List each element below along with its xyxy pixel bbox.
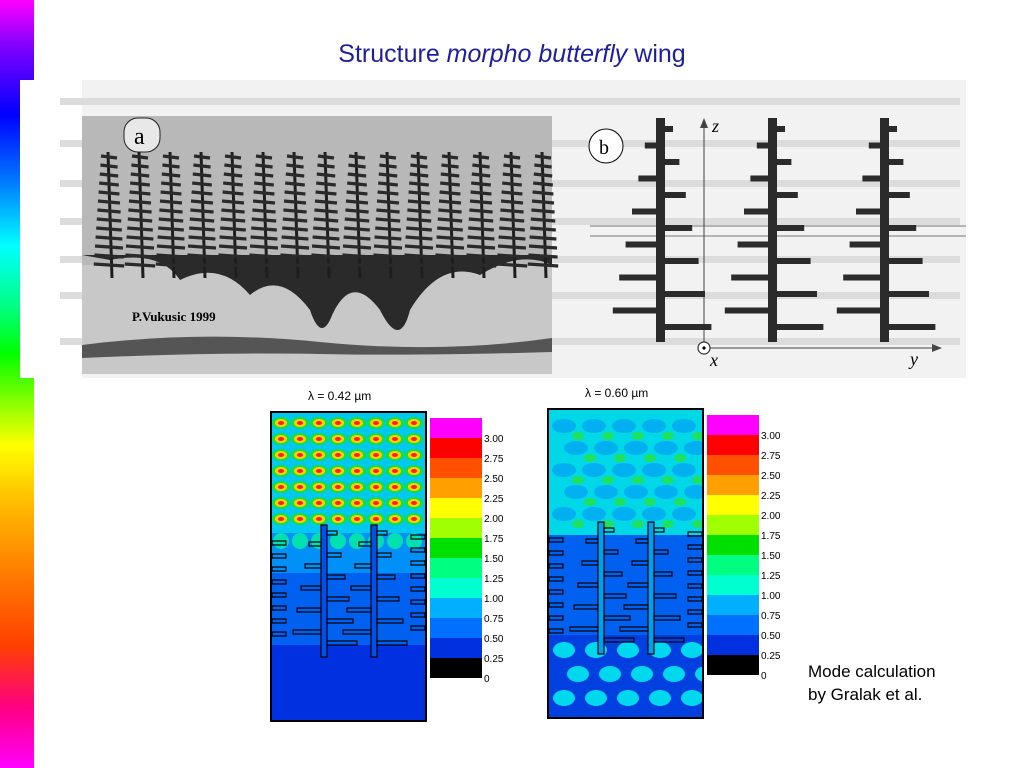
colorbar-tick: 0.25 (484, 654, 504, 665)
colorbar-tick: 0.75 (761, 611, 781, 622)
slide-title: Structure morpho butterfly wing (0, 40, 1024, 69)
colorbar-tick: 1.25 (484, 574, 504, 585)
colorbar-tick: 2.75 (484, 454, 504, 465)
colorbar-tick: 2.00 (761, 511, 781, 522)
colorbar-swatch (430, 438, 482, 458)
ridge-group (93, 151, 559, 279)
panel-a-label: a (134, 124, 145, 150)
tree-group (612, 118, 936, 342)
colorbar-swatch (707, 495, 759, 515)
colorbar-swatch (707, 455, 759, 475)
lambda-label-1: λ = 0.42 µm (308, 389, 372, 403)
colorbar-tick: 1.50 (761, 551, 781, 562)
panel-b-label: b (599, 137, 609, 159)
colorbar-swatch (430, 638, 482, 658)
colorbar-swatch (707, 435, 759, 455)
field-map-1 (270, 411, 427, 722)
colorbar-swatch (707, 475, 759, 495)
colorbar-tick: 0.50 (761, 631, 781, 642)
structure-outline (619, 521, 685, 655)
ridge (403, 151, 435, 279)
colorbar-tick: 1.75 (484, 534, 504, 545)
axis-z-label: z (711, 116, 719, 136)
colorbar-swatch (430, 578, 482, 598)
colorbar-swatch (707, 595, 759, 615)
ridge (527, 151, 559, 279)
colorbar-swatch (707, 535, 759, 555)
colorbar-swatch (707, 615, 759, 635)
wing-structure-figure: a P.Vukusic 1999 b z x y (20, 80, 966, 378)
ridge (186, 151, 218, 279)
lambda-label-2: λ = 0.60 µm (585, 386, 649, 400)
photo-credit: P.Vukusic 1999 (132, 309, 216, 324)
ridge (372, 151, 404, 279)
structure-outline (569, 521, 635, 655)
colorbar-tick: 1.75 (761, 531, 781, 542)
ridge (341, 151, 373, 279)
colorbar-swatch (430, 498, 482, 518)
ridge (496, 151, 528, 279)
schematic (588, 118, 966, 355)
ridge (155, 151, 187, 279)
ridge (93, 151, 125, 279)
colorbar-tick: 0.50 (484, 634, 504, 645)
colorbar-swatch (707, 655, 759, 675)
caption-line-2: by Gralak et al. (808, 685, 923, 704)
colorbar-tick: 2.50 (761, 471, 781, 482)
tree (612, 118, 712, 342)
colorbar-tick: 0 (484, 674, 490, 685)
title-suffix: wing (627, 40, 686, 68)
field-map-1-image (272, 413, 425, 720)
colorbar-swatch (707, 415, 759, 435)
colorbar-tick: 0.75 (484, 614, 504, 625)
ridge (279, 151, 311, 279)
colorbar-swatch (430, 458, 482, 478)
ridge (124, 151, 156, 279)
colorbar-swatch (430, 618, 482, 638)
colorbar-tick: 1.50 (484, 554, 504, 565)
title-prefix: Structure (338, 40, 447, 68)
sem-photo (82, 116, 559, 374)
colorbar-tick: 0 (761, 671, 767, 682)
colorbar-tick: 1.00 (761, 591, 781, 602)
colorbar-tick: 2.00 (484, 514, 504, 525)
colorbar-swatch (707, 555, 759, 575)
colorbar-swatch (430, 538, 482, 558)
colorbar-swatch (430, 418, 482, 438)
colorbar-tick: 1.25 (761, 571, 781, 582)
ridge (217, 151, 249, 279)
colorbar-swatch (707, 515, 759, 535)
colorbar-tick: 2.25 (761, 491, 781, 502)
structure-outline (342, 524, 408, 658)
colorbar-swatch (707, 575, 759, 595)
colorbar-swatch (430, 598, 482, 618)
caption-line-1: Mode calculation (808, 662, 936, 681)
colorbar-swatch (430, 518, 482, 538)
ridge (434, 151, 466, 279)
structure-outline (292, 524, 358, 658)
colorbar-tick: 1.00 (484, 594, 504, 605)
field-map-2 (547, 408, 704, 719)
ridge (248, 151, 280, 279)
axis-x-label: x (709, 350, 718, 370)
colorbar-tick: 3.00 (484, 434, 504, 445)
colorbar-tick: 2.25 (484, 494, 504, 505)
field-map-2-image (549, 410, 702, 717)
ridge (310, 151, 342, 279)
colorbar-tick: 3.00 (761, 431, 781, 442)
colorbar-swatch (430, 478, 482, 498)
title-italic: morpho butterfly (446, 40, 628, 68)
colorbar-tick: 0.25 (761, 651, 781, 662)
colorbar-swatch (707, 635, 759, 655)
axis-y-label: y (908, 349, 918, 369)
colorbar-tick: 2.75 (761, 451, 781, 462)
tree (836, 118, 936, 342)
caption: Mode calculation by Gralak et al. (808, 660, 936, 706)
colorbar-swatch (430, 658, 482, 678)
tree (724, 118, 824, 342)
colorbar-swatch (430, 558, 482, 578)
ridge (465, 151, 497, 279)
colorbar-tick: 2.50 (484, 474, 504, 485)
